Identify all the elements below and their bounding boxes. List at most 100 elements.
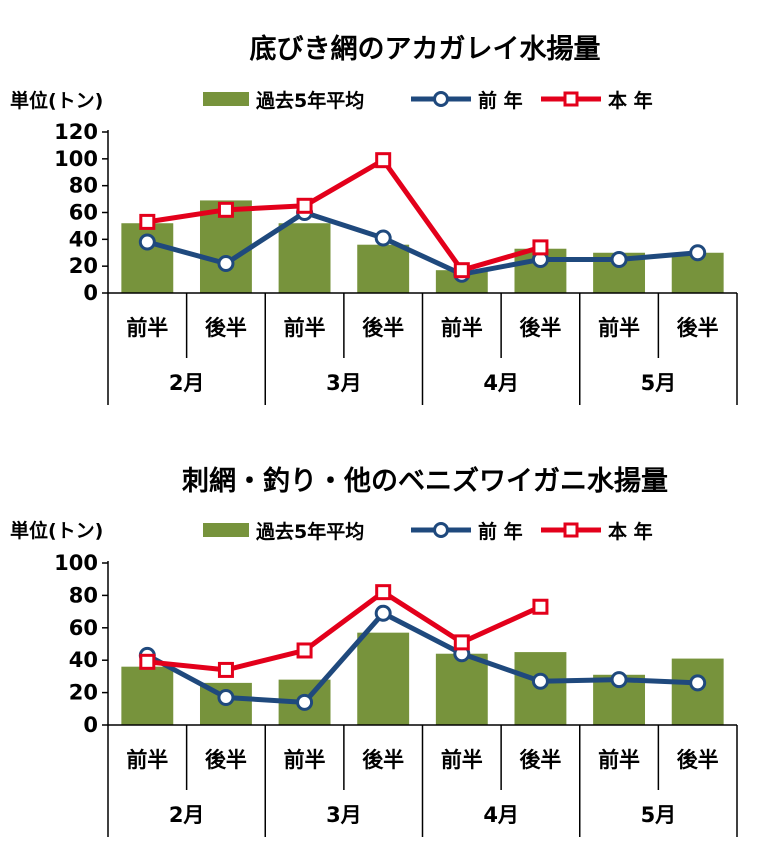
y-tick-label: 20: [69, 681, 98, 705]
x-axis: 前半 後半 前半 後半 前半 後半 前半 後半 2月 3月 4月 5月: [107, 724, 738, 837]
chart-title: 底びき網のアカガレイ水揚量: [250, 33, 601, 65]
y-tick-label: 0: [83, 713, 98, 737]
unit-label: 単位(トン): [10, 519, 103, 542]
x-category-label: 前半: [598, 748, 640, 772]
legend: 過去5年平均 前 年 本 年: [203, 520, 653, 543]
data-point: [610, 671, 628, 689]
bar: [671, 658, 724, 725]
legend-label: 過去5年平均: [256, 520, 364, 543]
data-point: [296, 197, 313, 214]
y-tick-label: 20: [69, 254, 98, 278]
y-tick-label: 80: [69, 174, 98, 198]
x-category-label: 後半: [205, 316, 247, 340]
data-point: [610, 250, 628, 268]
legend-label: 過去5年平均: [256, 89, 364, 112]
series-line: [147, 589, 542, 673]
legend-label: 本 年: [608, 89, 653, 112]
data-point: [532, 239, 549, 256]
data-point: [139, 653, 156, 670]
series-line: [146, 610, 698, 705]
x-category-label: 後半: [205, 748, 247, 772]
y-axis: 0 20 40 60 80 100: [54, 551, 109, 737]
x-category-label: 前半: [126, 316, 168, 340]
data-point: [375, 152, 392, 169]
data-point: [453, 262, 470, 279]
legend-item: 過去5年平均: [203, 520, 364, 543]
data-point: [374, 604, 392, 622]
legend: 過去5年平均 前 年 本 年: [203, 89, 653, 112]
x-group-label: 4月: [483, 803, 519, 827]
unit-label: 単位(トン): [10, 89, 103, 112]
y-tick-label: 100: [54, 147, 98, 171]
x-category-label: 前半: [284, 748, 326, 772]
legend-swatch: [203, 92, 249, 106]
legend-swatch: [203, 523, 249, 537]
data-point: [689, 674, 707, 692]
x-group-label: 4月: [483, 371, 519, 395]
x-group-label: 2月: [169, 803, 205, 827]
x-category-label: 後半: [362, 748, 404, 772]
data-point: [139, 213, 156, 230]
x-category-label: 前半: [126, 748, 168, 772]
bar: [357, 244, 410, 293]
x-category-label: 前半: [284, 316, 326, 340]
data-point: [689, 244, 707, 262]
data-point: [296, 642, 313, 659]
chart-title: 刺網・釣り・他のベニズワイガニ水揚量: [182, 465, 668, 497]
legend-marker: [563, 91, 579, 107]
series-line: [146, 210, 698, 277]
legend-marker: [433, 522, 449, 538]
x-category-label: 前半: [598, 316, 640, 340]
legend-item: 前 年: [411, 520, 523, 543]
x-category-label: 前半: [441, 316, 483, 340]
data-point: [531, 672, 549, 690]
series-this-year: [139, 152, 549, 279]
y-tick-label: 120: [54, 120, 98, 144]
x-category-label: 後半: [519, 316, 561, 340]
legend-item: 過去5年平均: [203, 89, 364, 112]
x-group-label: 2月: [169, 371, 205, 395]
x-category-label: 後半: [362, 316, 404, 340]
y-tick-label: 40: [69, 227, 98, 251]
y-tick-label: 0: [83, 281, 98, 305]
y-tick-label: 60: [69, 201, 98, 225]
data-point: [375, 584, 392, 601]
data-point: [217, 661, 234, 678]
data-point: [138, 233, 156, 251]
y-tick-label: 40: [69, 648, 98, 672]
bar: [121, 666, 174, 725]
legend-marker: [433, 91, 449, 107]
data-point: [217, 688, 235, 706]
legend-item: 本 年: [541, 89, 653, 112]
y-tick-label: 60: [69, 616, 98, 640]
legend-label: 本 年: [608, 520, 653, 543]
bar: [278, 223, 331, 293]
x-category-label: 後半: [519, 748, 561, 772]
legend-item: 前 年: [411, 89, 523, 112]
x-category-label: 前半: [441, 748, 483, 772]
series-line: [146, 157, 542, 273]
data-point: [217, 201, 234, 218]
bar: [357, 632, 410, 725]
x-category-label: 後半: [677, 316, 719, 340]
y-tick-label: 80: [69, 583, 98, 607]
x-category-label: 後半: [677, 748, 719, 772]
legend-label: 前 年: [478, 89, 523, 112]
x-group-label: 3月: [326, 803, 362, 827]
data-point: [296, 693, 314, 711]
x-group-label: 5月: [641, 803, 677, 827]
data-point: [453, 634, 470, 651]
x-axis: 前半 後半 前半 後半 前半 後半 前半 後半 2月 3月 4月 5月: [107, 292, 738, 405]
legend-label: 前 年: [478, 520, 523, 543]
series-this-year: [139, 584, 549, 678]
data-point: [532, 598, 549, 615]
legend-marker: [563, 522, 579, 538]
y-tick-label: 100: [54, 551, 98, 575]
data-point: [374, 229, 392, 247]
x-group-label: 3月: [326, 371, 362, 395]
bar: [435, 653, 488, 725]
